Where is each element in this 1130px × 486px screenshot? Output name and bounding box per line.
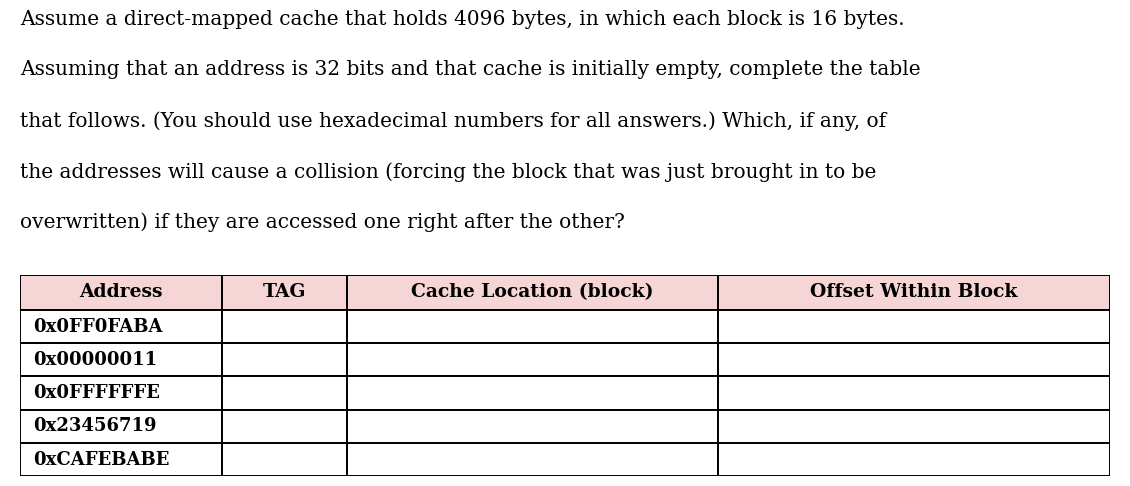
- Text: 0xCAFEBABE: 0xCAFEBABE: [34, 451, 170, 469]
- Bar: [347, 275, 718, 310]
- Bar: [20, 410, 221, 443]
- Bar: [221, 310, 347, 343]
- Text: 0x0FF0FABA: 0x0FF0FABA: [34, 317, 163, 335]
- Text: Cache Location (block): Cache Location (block): [411, 283, 653, 301]
- Bar: [221, 343, 347, 377]
- Bar: [20, 377, 221, 410]
- Bar: [20, 275, 221, 310]
- Bar: [221, 443, 347, 476]
- Bar: [718, 377, 1110, 410]
- Text: 0x0FFFFFFE: 0x0FFFFFFE: [34, 384, 160, 402]
- Bar: [718, 310, 1110, 343]
- Text: TAG: TAG: [263, 283, 306, 301]
- Bar: [718, 343, 1110, 377]
- Text: the addresses will cause a collision (forcing the block that was just brought in: the addresses will cause a collision (fo…: [20, 162, 877, 182]
- Text: Assume a direct-mapped cache that holds 4096 bytes, in which each block is 16 by: Assume a direct-mapped cache that holds …: [20, 10, 905, 29]
- Text: Offset Within Block: Offset Within Block: [810, 283, 1017, 301]
- Text: 0x00000011: 0x00000011: [34, 351, 157, 369]
- Bar: [718, 410, 1110, 443]
- Bar: [718, 443, 1110, 476]
- Text: that follows. (You should use hexadecimal numbers for all answers.) Which, if an: that follows. (You should use hexadecima…: [20, 111, 886, 131]
- Bar: [221, 410, 347, 443]
- Bar: [718, 275, 1110, 310]
- Text: overwritten) if they are accessed one right after the other?: overwritten) if they are accessed one ri…: [20, 213, 625, 232]
- Text: Address: Address: [79, 283, 163, 301]
- Text: 0x23456719: 0x23456719: [34, 417, 157, 435]
- Bar: [20, 343, 221, 377]
- Bar: [20, 310, 221, 343]
- Bar: [347, 443, 718, 476]
- Bar: [347, 343, 718, 377]
- Text: Assuming that an address is 32 bits and that cache is initially empty, complete : Assuming that an address is 32 bits and …: [20, 60, 921, 79]
- Bar: [347, 377, 718, 410]
- Bar: [221, 275, 347, 310]
- Bar: [347, 410, 718, 443]
- Bar: [221, 377, 347, 410]
- Bar: [20, 443, 221, 476]
- Bar: [347, 310, 718, 343]
